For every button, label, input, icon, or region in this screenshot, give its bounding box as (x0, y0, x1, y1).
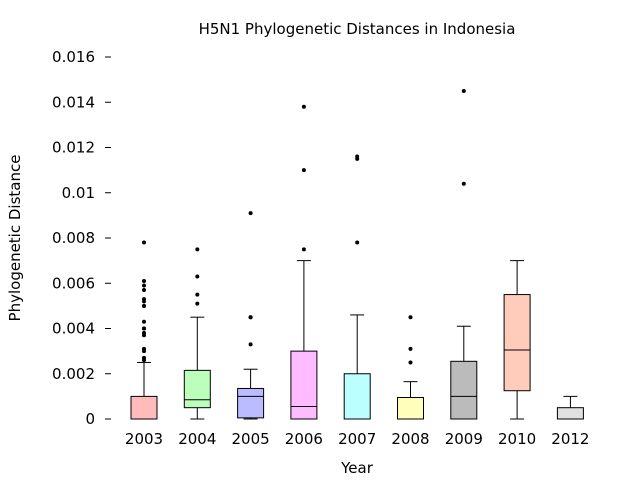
y-tick-label: 0.01 (62, 184, 95, 202)
y-tick-label: 0.014 (52, 93, 95, 111)
box-2007 (343, 154, 371, 420)
box-iqr (397, 397, 424, 420)
y-tick-label: 0.002 (52, 365, 95, 383)
outlier-point (461, 88, 466, 93)
outlier-point (195, 301, 200, 306)
box-iqr (503, 294, 531, 392)
y-tick-label: 0.016 (52, 48, 95, 66)
x-tick-label: 2005 (232, 430, 270, 448)
outlier-point (195, 247, 200, 252)
chart-title: H5N1 Phylogenetic Distances in Indonesia (199, 20, 516, 38)
x-tick-label: 2006 (285, 430, 323, 448)
outlier-point (301, 104, 306, 109)
outlier-point (142, 240, 146, 245)
outlier-point (142, 319, 146, 324)
outlier-point (142, 288, 146, 293)
outlier-point (248, 342, 253, 347)
y-axis-label: Phylogenetic Distance (6, 155, 24, 322)
outlier-point (142, 331, 146, 336)
outlier-point (408, 346, 413, 351)
box-2006 (290, 104, 318, 420)
box-2003 (130, 240, 158, 420)
x-axis-label: Year (340, 459, 374, 477)
x-tick-label: 2008 (391, 430, 429, 448)
outlier-point (355, 240, 360, 245)
x-tick-label: 2009 (445, 430, 483, 448)
outlier-point (142, 355, 146, 360)
box-iqr (183, 369, 211, 409)
box-iqr (237, 387, 265, 419)
y-axis: 0 0.002 0.004 0.006 0.008 0.01 0.012 0.014 0.016 (52, 48, 111, 428)
y-tick-label: 0 (85, 410, 95, 428)
outlier-point (301, 168, 306, 173)
box-2005 (237, 211, 265, 420)
box-2012 (556, 395, 584, 420)
box-iqr (556, 407, 584, 420)
box-iqr (343, 373, 371, 420)
outlier-point (195, 274, 200, 279)
x-tick-label: 2007 (338, 430, 376, 448)
box-iqr (450, 360, 478, 420)
box-2010 (503, 260, 531, 420)
box-2009 (450, 88, 478, 420)
outlier-point (142, 346, 146, 351)
x-tick-label: 2010 (498, 430, 536, 448)
x-tick-label: 2003 (125, 430, 163, 448)
box-iqr (130, 395, 158, 420)
y-tick-label: 0.004 (52, 320, 95, 338)
y-tick-label: 0.008 (52, 229, 95, 247)
outlier-point (355, 154, 360, 159)
outlier-point (142, 278, 146, 283)
outlier-point (248, 211, 253, 216)
x-axis: 2003 2004 2005 2006 2007 2008 2009 2010 2012 (125, 430, 590, 448)
outlier-point (195, 292, 200, 297)
outlier-point (248, 315, 253, 320)
box-2004 (183, 247, 211, 420)
box-2008 (397, 315, 424, 420)
outlier-point (408, 315, 413, 320)
outlier-point (301, 247, 306, 252)
outlier-point (142, 283, 146, 288)
y-tick-label: 0.012 (52, 139, 95, 157)
outlier-point (408, 360, 413, 365)
outlier-point (142, 297, 146, 302)
y-tick-label: 0.006 (52, 274, 95, 292)
boxes-group (130, 88, 584, 420)
outlier-point (461, 181, 466, 186)
box-iqr (290, 350, 318, 420)
x-tick-label: 2004 (178, 430, 216, 448)
outlier-point (142, 326, 146, 331)
outlier-point (142, 303, 146, 308)
x-tick-label: 2012 (551, 430, 589, 448)
